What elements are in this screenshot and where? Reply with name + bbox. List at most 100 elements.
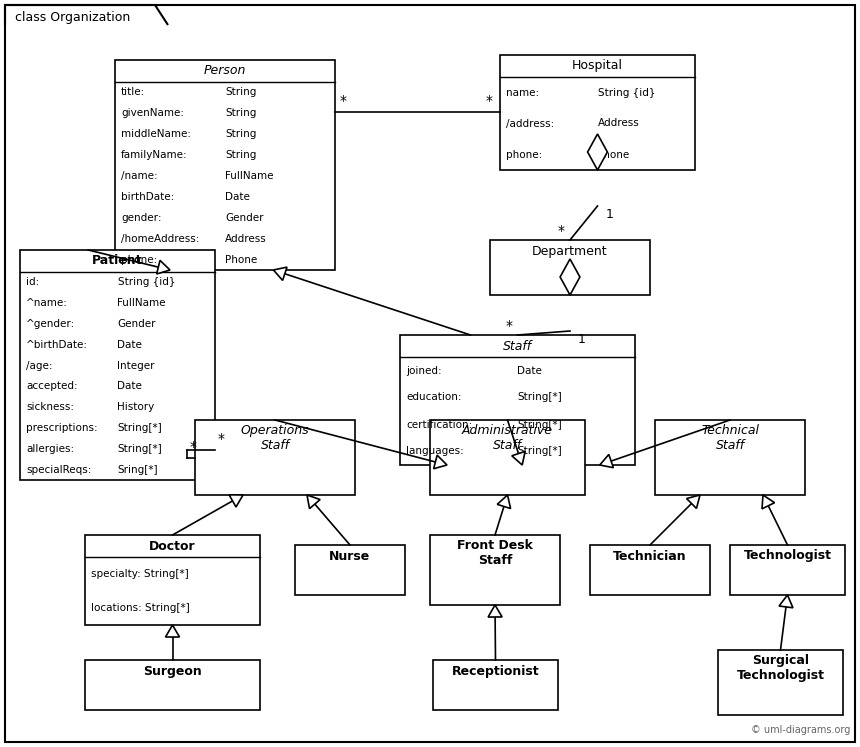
Text: familyName:: familyName:	[121, 150, 187, 160]
Text: Surgeon: Surgeon	[143, 665, 202, 678]
Text: 1: 1	[605, 208, 613, 221]
Text: phone:: phone:	[506, 149, 543, 160]
Polygon shape	[497, 495, 511, 509]
Text: History: History	[118, 402, 155, 412]
Polygon shape	[779, 595, 793, 608]
Text: Technical
Staff: Technical Staff	[701, 424, 759, 452]
Text: gender:: gender:	[121, 213, 162, 223]
Text: String: String	[225, 108, 256, 118]
Text: ^gender:: ^gender:	[26, 319, 76, 329]
Text: joined:: joined:	[406, 365, 442, 376]
Polygon shape	[599, 454, 613, 468]
Bar	[295, 545, 405, 595]
Text: *: *	[190, 439, 197, 453]
Text: Sring[*]: Sring[*]	[118, 465, 158, 474]
Bar	[730, 545, 845, 595]
Text: Person: Person	[204, 64, 246, 78]
Text: name:: name:	[506, 87, 539, 98]
Text: Address: Address	[225, 234, 267, 244]
Text: Gender: Gender	[225, 213, 263, 223]
Text: Administrative
Staff: Administrative Staff	[462, 424, 553, 452]
Text: String: String	[225, 87, 256, 97]
Text: Date: Date	[118, 382, 143, 391]
Text: prescriptions:: prescriptions:	[26, 423, 98, 433]
Text: id:: id:	[26, 277, 40, 288]
Text: 1: 1	[578, 333, 586, 346]
Text: String {id}: String {id}	[118, 277, 175, 288]
Text: birthDate:: birthDate:	[121, 192, 175, 202]
Text: Phone: Phone	[598, 149, 630, 160]
Polygon shape	[560, 259, 580, 295]
Bar	[433, 660, 558, 710]
Text: Front Desk
Staff: Front Desk Staff	[457, 539, 533, 567]
Text: title:: title:	[121, 87, 145, 97]
Text: /age:: /age:	[26, 361, 52, 371]
Text: Date: Date	[118, 340, 143, 350]
Text: Nurse: Nurse	[329, 550, 371, 562]
Text: Integer: Integer	[118, 361, 155, 371]
Text: ^name:: ^name:	[26, 298, 68, 309]
Text: specialty: String[*]: specialty: String[*]	[91, 569, 188, 579]
Bar	[85, 660, 260, 710]
Text: Staff: Staff	[503, 339, 532, 353]
Text: Department: Department	[532, 244, 608, 258]
Bar	[115, 60, 335, 270]
Bar	[400, 335, 635, 465]
Text: education:: education:	[406, 392, 462, 403]
Polygon shape	[512, 451, 525, 465]
Bar	[195, 420, 355, 495]
Text: class Organization: class Organization	[15, 11, 130, 25]
Text: String[*]: String[*]	[118, 444, 163, 453]
Text: FullName: FullName	[225, 171, 273, 181]
Text: allergies:: allergies:	[26, 444, 74, 453]
Text: Doctor: Doctor	[149, 539, 196, 553]
Text: *: *	[506, 319, 513, 333]
Text: givenName:: givenName:	[121, 108, 184, 118]
Polygon shape	[587, 134, 607, 170]
Text: Date: Date	[225, 192, 250, 202]
Bar	[20, 250, 215, 480]
Polygon shape	[229, 495, 243, 507]
Polygon shape	[762, 495, 775, 509]
Text: *: *	[218, 432, 225, 446]
Text: String[*]: String[*]	[518, 420, 562, 430]
Polygon shape	[686, 495, 700, 509]
Text: middleName:: middleName:	[121, 129, 191, 139]
Polygon shape	[488, 605, 502, 617]
Text: *: *	[486, 94, 493, 108]
Bar	[85, 535, 260, 625]
Text: FullName: FullName	[118, 298, 166, 309]
Text: © uml-diagrams.org: © uml-diagrams.org	[751, 725, 850, 735]
Polygon shape	[433, 455, 447, 468]
Text: specialReqs:: specialReqs:	[26, 465, 91, 474]
Text: /homeAddress:: /homeAddress:	[121, 234, 200, 244]
Text: String[*]: String[*]	[518, 392, 562, 403]
Text: accepted:: accepted:	[26, 382, 77, 391]
Text: String: String	[225, 129, 256, 139]
Text: Date: Date	[518, 365, 543, 376]
Text: phone:: phone:	[121, 255, 157, 264]
Text: Receptionist: Receptionist	[452, 665, 539, 678]
Bar	[718, 650, 843, 715]
Bar	[430, 420, 585, 495]
Text: locations: String[*]: locations: String[*]	[91, 603, 190, 613]
Text: Operations
Staff: Operations Staff	[241, 424, 310, 452]
Polygon shape	[307, 495, 320, 509]
Text: *: *	[558, 224, 565, 238]
Bar	[590, 545, 710, 595]
Text: /address:: /address:	[506, 119, 554, 128]
Text: languages:: languages:	[406, 447, 464, 456]
Polygon shape	[157, 261, 170, 274]
Text: String: String	[225, 150, 256, 160]
Text: String[*]: String[*]	[518, 447, 562, 456]
Bar	[500, 55, 695, 170]
Polygon shape	[165, 625, 180, 637]
Bar	[655, 420, 805, 495]
Text: sickness:: sickness:	[26, 402, 74, 412]
Text: Address: Address	[598, 119, 639, 128]
Text: /name:: /name:	[121, 171, 157, 181]
Bar	[430, 535, 560, 605]
Text: Hospital: Hospital	[572, 60, 623, 72]
Text: *: *	[340, 94, 347, 108]
Text: Technician: Technician	[613, 550, 687, 562]
